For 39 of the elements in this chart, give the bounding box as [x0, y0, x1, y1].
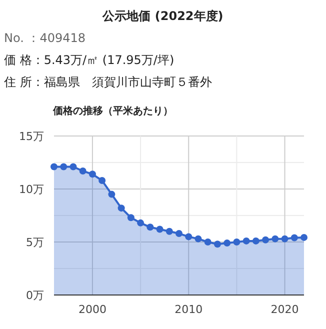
point — [146, 224, 154, 231]
x-tick-label: 2010 — [174, 303, 203, 316]
point — [137, 219, 144, 226]
point — [79, 167, 86, 174]
text: 価 格：5.43万/㎡ (17.95万/坪) — [4, 53, 174, 67]
point — [214, 240, 221, 248]
y-tick-label: 5万 — [26, 236, 44, 249]
chart-subtitle: 価格の推移（平米あたり） — [52, 105, 173, 117]
point — [50, 163, 58, 170]
y-tick-label: 0万 — [26, 289, 44, 302]
y-tick-label: 15万 — [19, 130, 44, 143]
point — [166, 228, 173, 235]
point — [252, 237, 260, 244]
point — [300, 234, 308, 241]
point — [272, 235, 279, 242]
point — [127, 214, 134, 222]
chart-title: 公示地価 (2022年度) — [102, 9, 224, 23]
point — [70, 163, 77, 170]
point — [262, 236, 270, 244]
text: No. ：409418 — [4, 31, 86, 45]
point — [108, 190, 116, 198]
y-tick-label: 10万 — [19, 183, 44, 196]
point — [281, 235, 288, 242]
point — [118, 204, 125, 212]
x-tick-label: 2000 — [78, 303, 106, 316]
point — [194, 235, 202, 242]
text: 住 所：福島県 須賀川市山寺町５番外 — [3, 75, 212, 89]
point — [204, 238, 212, 246]
point — [60, 163, 68, 170]
point — [233, 238, 240, 246]
point — [88, 170, 96, 178]
point — [98, 177, 106, 184]
point — [224, 240, 231, 247]
point — [176, 230, 182, 238]
x-tick-label: 2020 — [270, 303, 299, 316]
point — [290, 234, 298, 242]
point — [185, 233, 192, 240]
point — [156, 226, 164, 233]
point — [242, 237, 250, 244]
